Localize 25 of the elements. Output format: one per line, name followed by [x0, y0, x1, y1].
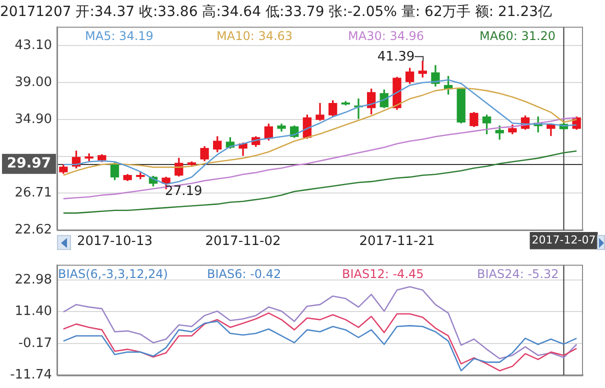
y-tick-label: 22.62	[14, 222, 52, 238]
chart-title: BIAS(6,-3,3,12,24)	[58, 266, 168, 281]
annotation: 41.39	[377, 49, 415, 64]
x-tick-label: 2017-12-07	[532, 233, 596, 246]
text: MA10: 34.63	[216, 28, 293, 43]
y-tick-label: 26.71	[14, 186, 52, 201]
y-tick-label: -0.17	[18, 336, 52, 351]
text: MA30: 34.96	[348, 28, 424, 43]
ref-line-label: 29.97	[6, 155, 52, 172]
y-tick-label: 34.90	[14, 112, 52, 127]
y-tick-label: 22.98	[14, 272, 52, 288]
y-tick-label: 11.40	[14, 304, 52, 320]
y-tick-label: -11.74	[10, 368, 52, 383]
text: MA5: 34.19	[85, 28, 154, 43]
text: BIAS24: -5.32	[477, 266, 559, 281]
x-tick-label: 2017-11-21	[359, 234, 435, 250]
annotation: 27.19	[165, 184, 202, 200]
chart-title: 20171207 开:34.37 收:33.86 高:34.64 低:33.79 张:-2.05% 量: 62万手 额: 21.23亿	[0, 4, 552, 20]
text: BIAS12: -4.45	[342, 266, 424, 281]
x-tick-label: 2017-11-02	[205, 234, 281, 250]
text: BIAS6: -0.42	[207, 266, 282, 281]
y-tick-label: 43.10	[14, 38, 52, 54]
y-tick-label: 39.00	[14, 74, 52, 90]
x-tick-label: 2017-10-13	[76, 234, 153, 250]
text: MA60: 31.20	[480, 28, 556, 43]
